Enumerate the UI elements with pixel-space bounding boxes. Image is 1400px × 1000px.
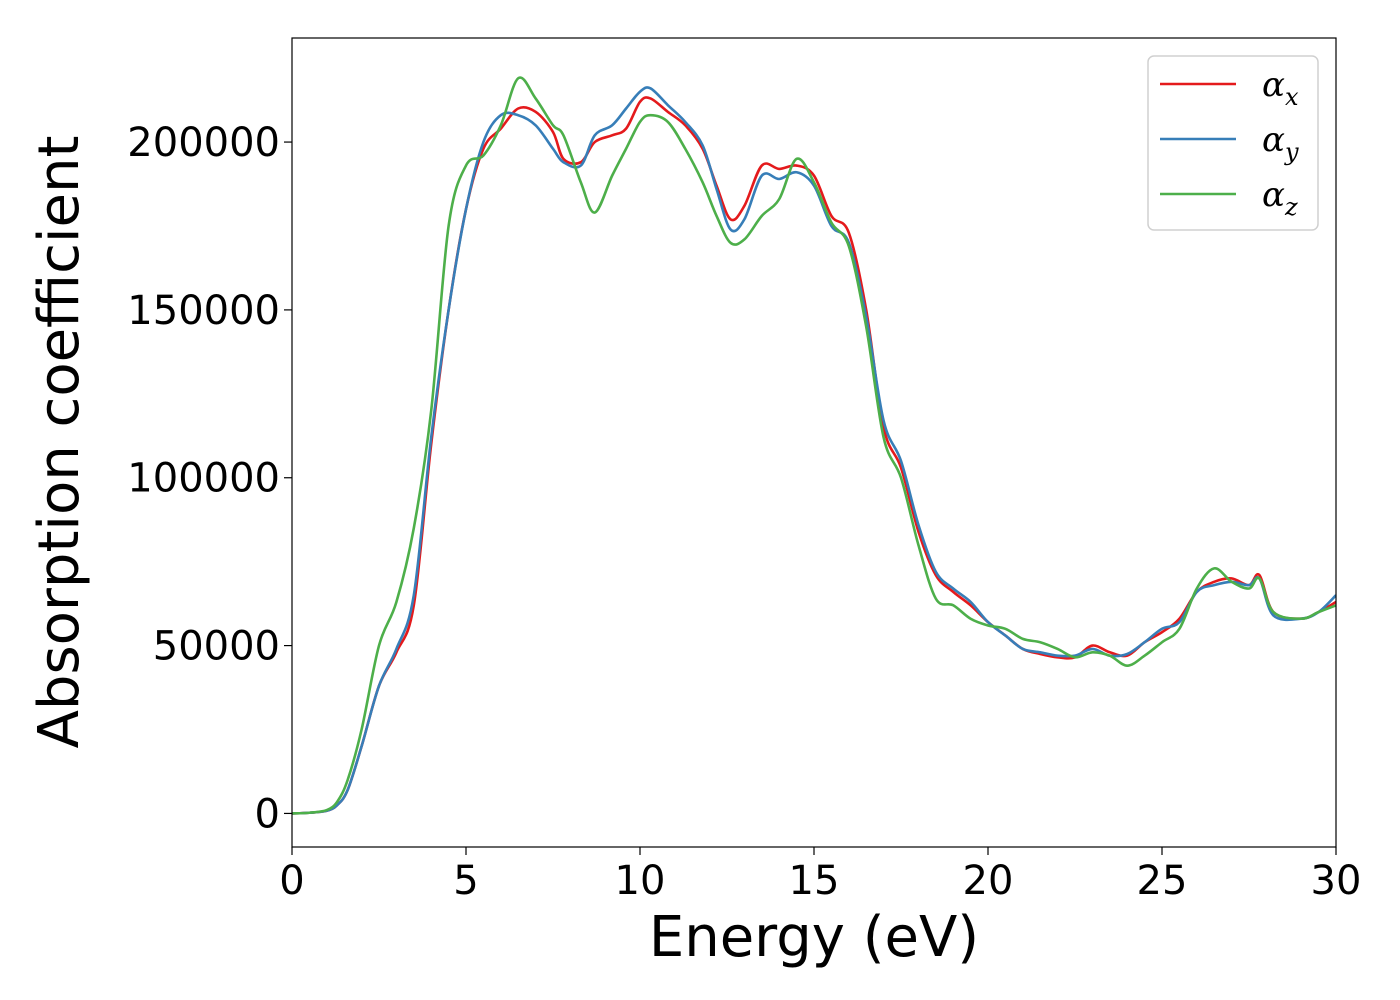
x-tick-label: 20 — [963, 858, 1014, 904]
y-tick-label: 200000 — [127, 120, 280, 166]
legend-label-z: αz — [1262, 175, 1298, 221]
legend-subscript: z — [1284, 193, 1298, 221]
x-axis: 0 5 10 15 20 25 30 — [279, 847, 1361, 904]
y-tick-label: 150000 — [127, 288, 280, 334]
y-tick-label: 100000 — [127, 456, 280, 502]
legend-symbol: α — [1262, 120, 1285, 160]
series-line-z — [292, 76, 1336, 815]
legend-subscript: y — [1284, 138, 1299, 166]
legend-symbol: α — [1262, 65, 1285, 105]
x-axis-title: Energy (eV) — [649, 905, 979, 970]
x-tick-label: 10 — [615, 858, 666, 904]
legend-box — [1147, 55, 1319, 231]
x-tick-label: 25 — [1137, 858, 1188, 904]
y-tick-label: 50000 — [153, 624, 280, 670]
y-tick-label: 0 — [255, 791, 280, 837]
y-axis-title: Absorption coefficient — [27, 136, 92, 749]
x-tick-label: 30 — [1311, 858, 1362, 904]
legend-label-x: αx — [1262, 65, 1299, 111]
legend-label-y: αy — [1262, 120, 1299, 166]
x-tick-label: 15 — [789, 858, 840, 904]
legend-subscript: x — [1285, 83, 1299, 111]
x-tick-label: 5 — [453, 858, 478, 904]
series-line-y — [292, 86, 1336, 815]
legend-symbol: α — [1262, 175, 1285, 215]
y-axis: 0 50000 100000 150000 200000 — [127, 120, 292, 837]
series-lines — [292, 76, 1336, 815]
x-tick-label: 0 — [279, 858, 304, 904]
